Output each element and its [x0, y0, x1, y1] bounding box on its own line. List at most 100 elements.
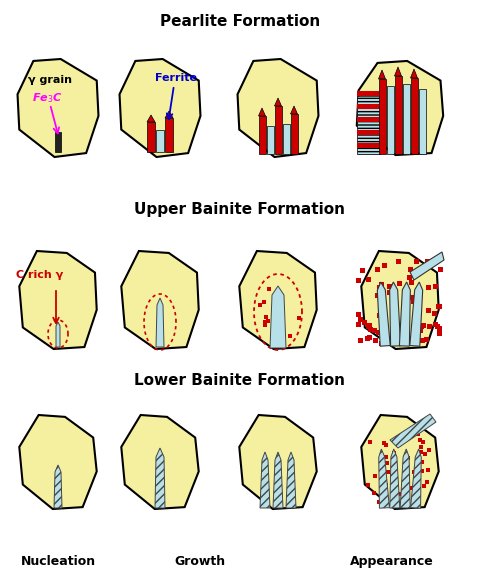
- Bar: [366, 324, 371, 329]
- Bar: [403, 84, 409, 154]
- Bar: [438, 267, 443, 272]
- Bar: [297, 316, 301, 320]
- Polygon shape: [361, 415, 439, 509]
- Text: Lower Bainite Formation: Lower Bainite Formation: [134, 373, 346, 388]
- Polygon shape: [395, 67, 401, 76]
- Bar: [362, 320, 367, 325]
- Bar: [432, 312, 437, 316]
- Polygon shape: [410, 69, 418, 78]
- Bar: [432, 322, 438, 327]
- Bar: [419, 450, 423, 454]
- Bar: [377, 313, 382, 318]
- Text: Pearlite Formation: Pearlite Formation: [160, 14, 320, 29]
- Polygon shape: [270, 286, 286, 348]
- Polygon shape: [273, 452, 283, 508]
- Bar: [359, 317, 363, 322]
- Bar: [437, 331, 442, 336]
- Bar: [410, 78, 418, 154]
- Bar: [426, 308, 431, 313]
- Bar: [392, 313, 397, 319]
- Bar: [426, 468, 430, 472]
- Bar: [413, 295, 418, 300]
- Bar: [356, 312, 361, 317]
- Bar: [437, 327, 442, 331]
- Bar: [414, 258, 419, 264]
- Bar: [411, 299, 416, 304]
- Bar: [437, 304, 442, 309]
- Bar: [409, 486, 414, 490]
- Polygon shape: [121, 251, 199, 349]
- Bar: [420, 324, 424, 329]
- Bar: [406, 294, 410, 299]
- Bar: [426, 284, 432, 290]
- Polygon shape: [19, 415, 96, 509]
- Bar: [396, 260, 401, 264]
- Bar: [382, 441, 386, 445]
- Text: γ grain: γ grain: [28, 75, 72, 85]
- Bar: [384, 443, 388, 447]
- Bar: [375, 294, 381, 298]
- Bar: [420, 445, 423, 449]
- Bar: [394, 321, 399, 326]
- Bar: [390, 474, 394, 478]
- Bar: [357, 117, 380, 122]
- Bar: [288, 334, 292, 338]
- Bar: [401, 488, 405, 492]
- Bar: [384, 461, 389, 465]
- Bar: [398, 440, 402, 444]
- Bar: [396, 281, 402, 286]
- Polygon shape: [390, 449, 400, 508]
- Bar: [410, 295, 415, 301]
- Polygon shape: [19, 251, 96, 349]
- Bar: [360, 268, 365, 273]
- Bar: [423, 452, 428, 456]
- Bar: [420, 459, 424, 463]
- Polygon shape: [390, 282, 401, 346]
- Bar: [421, 323, 426, 328]
- Polygon shape: [54, 465, 62, 508]
- Bar: [376, 330, 381, 335]
- Bar: [165, 118, 173, 152]
- Text: C rich γ: C rich γ: [16, 270, 63, 280]
- Bar: [384, 455, 388, 459]
- Bar: [290, 114, 298, 154]
- Bar: [379, 282, 384, 287]
- Bar: [413, 330, 419, 335]
- Bar: [377, 284, 382, 290]
- Bar: [421, 440, 425, 444]
- Bar: [264, 315, 268, 319]
- Bar: [379, 323, 384, 328]
- Bar: [366, 276, 372, 282]
- Bar: [406, 456, 410, 460]
- Bar: [372, 491, 376, 495]
- Bar: [367, 323, 372, 328]
- Bar: [367, 335, 372, 340]
- Bar: [407, 275, 412, 280]
- Bar: [263, 320, 267, 324]
- Polygon shape: [377, 282, 390, 346]
- Bar: [418, 439, 422, 443]
- Bar: [357, 104, 380, 109]
- Bar: [424, 337, 429, 342]
- Polygon shape: [357, 96, 380, 154]
- Bar: [379, 460, 383, 464]
- Bar: [358, 338, 363, 343]
- Bar: [366, 482, 371, 486]
- Bar: [374, 267, 380, 272]
- Bar: [283, 124, 289, 154]
- Bar: [386, 86, 394, 154]
- Bar: [402, 337, 407, 342]
- Bar: [433, 284, 438, 288]
- Bar: [258, 303, 262, 306]
- Polygon shape: [238, 59, 319, 157]
- Bar: [275, 106, 281, 154]
- Polygon shape: [239, 415, 317, 509]
- Polygon shape: [400, 449, 410, 508]
- Bar: [264, 323, 267, 327]
- Bar: [419, 89, 425, 154]
- Polygon shape: [120, 59, 201, 157]
- Bar: [416, 432, 420, 436]
- Bar: [357, 130, 380, 135]
- Bar: [386, 470, 390, 474]
- Bar: [408, 267, 413, 272]
